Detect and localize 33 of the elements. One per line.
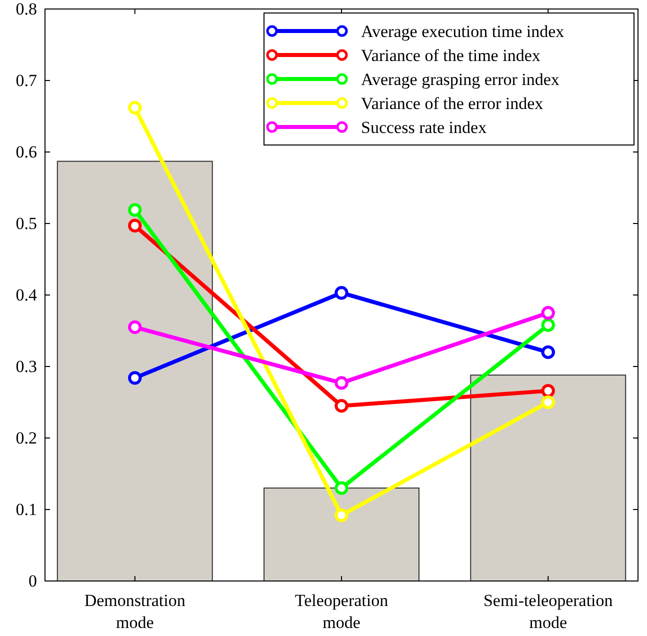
- y-tick-label: 0.5: [16, 214, 37, 233]
- y-tick-label: 0.8: [16, 0, 37, 18]
- legend-label: Average grasping error index: [361, 70, 560, 89]
- x-tick-label: Semi-teleoperation mode: [483, 591, 614, 632]
- y-tick-label: 0.4: [16, 285, 38, 304]
- y-tick-label: 0.6: [16, 142, 37, 162]
- y-tick-label: 0.2: [16, 428, 37, 448]
- point: [128, 320, 142, 334]
- legend-label: Variance of the error index: [361, 94, 544, 113]
- point: [334, 508, 348, 522]
- point: [541, 395, 555, 410]
- point: [334, 286, 348, 300]
- point: [334, 376, 348, 390]
- point: [541, 318, 555, 332]
- point: [128, 100, 142, 115]
- legend-label: Success rate index: [361, 118, 488, 137]
- y-tick-label: 0.3: [16, 356, 37, 376]
- point: [334, 481, 348, 495]
- point: [128, 203, 142, 217]
- point: [541, 384, 555, 398]
- point: [541, 306, 555, 320]
- y-tick-label: 0.7: [16, 70, 38, 90]
- point: [128, 371, 142, 385]
- x-tick-label: Demonstration mode: [84, 591, 186, 632]
- legend-label: Average execution time index: [361, 22, 565, 41]
- x-tick-label: Teleoperation mode: [294, 591, 389, 632]
- y-tick-label: 0.1: [16, 500, 37, 519]
- bar: [264, 488, 420, 582]
- point: [334, 398, 348, 413]
- y-tick-label: 0: [28, 571, 37, 590]
- point: [128, 218, 142, 232]
- legend-label: Variance of the time index: [361, 46, 541, 65]
- point: [541, 345, 555, 360]
